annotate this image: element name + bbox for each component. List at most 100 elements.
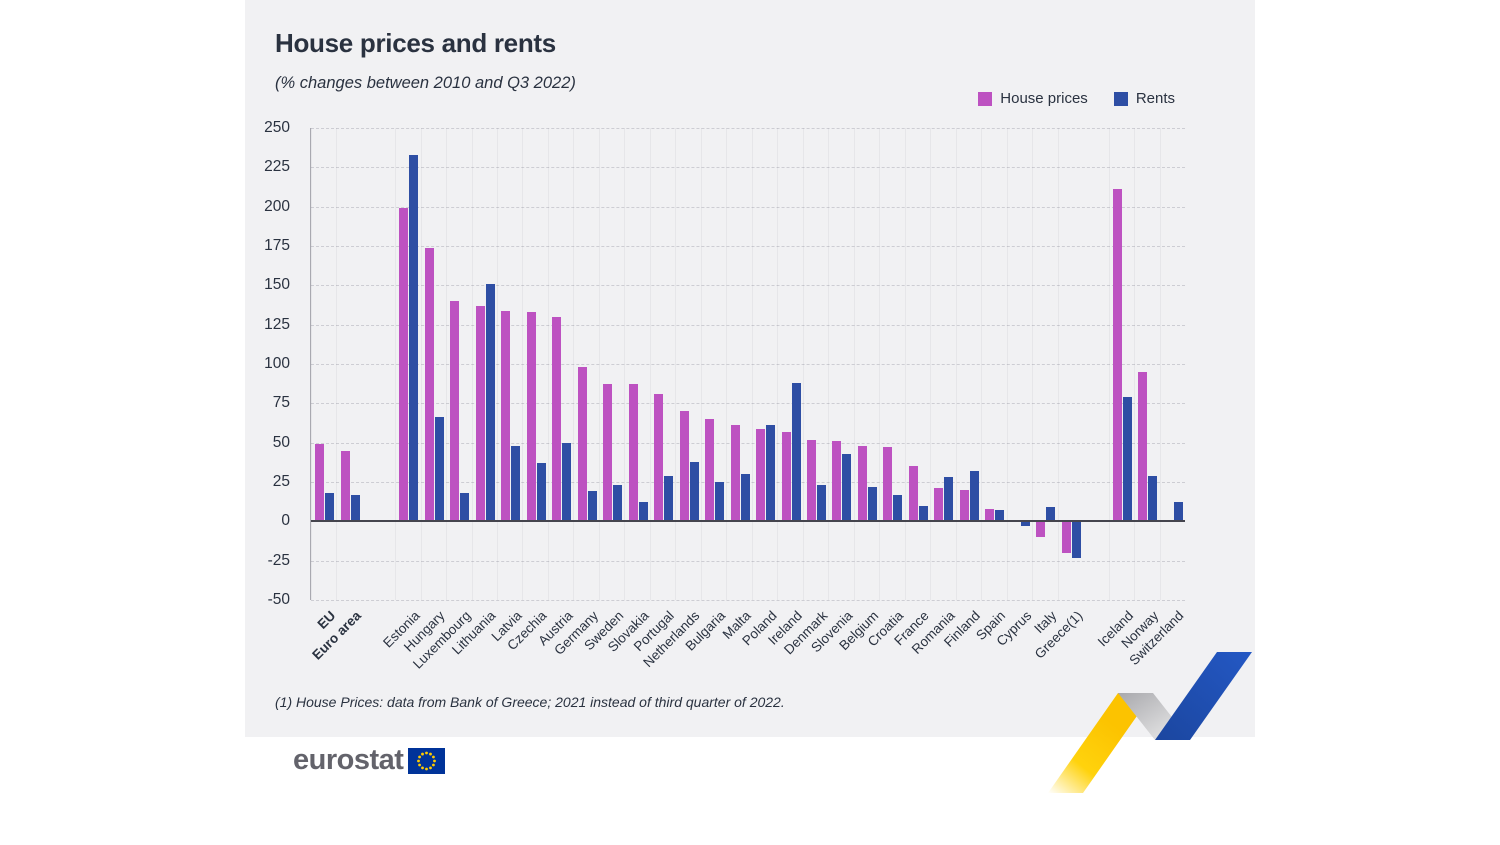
bar-rents-italy xyxy=(1046,507,1056,522)
chart-panel: House prices and rents (% changes betwee… xyxy=(245,0,1255,737)
y-tick-label-50: 50 xyxy=(272,433,290,451)
bar-rents-switzerland xyxy=(1173,502,1183,522)
gridline-200 xyxy=(311,206,1185,208)
gridline-100 xyxy=(311,364,1185,365)
bar-group-ireland xyxy=(777,128,802,600)
bar-rents-poland xyxy=(766,425,776,522)
bar-group-estonia xyxy=(395,128,420,600)
bar-house-prices-belgium xyxy=(857,445,867,522)
gridline-75 xyxy=(311,403,1185,405)
y-tick-label-100: 100 xyxy=(264,355,290,372)
bar-group-austria xyxy=(547,128,573,600)
bar-group-eu xyxy=(311,128,336,600)
gridline-125 xyxy=(311,324,1185,326)
bar-house-prices-netherlands xyxy=(679,411,689,522)
bar-house-prices-hungary xyxy=(424,247,434,522)
bar-group-croatia xyxy=(879,128,904,600)
bar-group-romania xyxy=(930,128,955,600)
bar-rents-netherlands xyxy=(689,461,699,522)
bar-group-sweden xyxy=(598,128,624,600)
gridline--25 xyxy=(311,560,1185,562)
bar-rents-spain xyxy=(995,510,1005,522)
eu-flag-icon xyxy=(408,747,446,774)
bar-group-latvia xyxy=(497,128,522,600)
bar-rents-lithuania xyxy=(485,283,495,522)
bar-rents-greece-1- xyxy=(1071,521,1081,558)
bar-group-slovakia xyxy=(624,128,649,600)
bar-group-portugal xyxy=(649,128,675,600)
gridline-175 xyxy=(311,246,1185,247)
bar-rents-ireland xyxy=(791,382,801,522)
bar-rents-belgium xyxy=(867,486,877,522)
gridline-250 xyxy=(311,128,1185,129)
bar-rents-latvia xyxy=(511,445,521,522)
bar-house-prices-finland xyxy=(959,489,969,522)
bar-rents-slovakia xyxy=(638,502,648,522)
bar-rents-estonia xyxy=(409,154,419,522)
bar-house-prices-malta xyxy=(730,425,740,522)
bar-rents-norway xyxy=(1148,475,1158,522)
bar-group-cyprus xyxy=(1006,128,1032,600)
bar-group-italy xyxy=(1032,128,1057,600)
bar-house-prices-czechia xyxy=(526,312,536,522)
y-tick-label-75: 75 xyxy=(272,394,290,412)
bar-rents-malta xyxy=(740,474,750,522)
eurostat-logo: eurostat xyxy=(293,744,446,777)
bar-rents-czechia xyxy=(536,463,546,522)
bar-house-prices-norway xyxy=(1138,371,1148,522)
bar-rents-portugal xyxy=(664,475,674,522)
bar-house-prices-ireland xyxy=(781,431,791,522)
bar-group-germany xyxy=(573,128,598,600)
bar-house-prices-poland xyxy=(756,428,766,522)
y-tick-label-200: 200 xyxy=(264,197,290,215)
bar-group-switzerland xyxy=(1159,128,1185,600)
bar-rents-cyprus xyxy=(1020,521,1030,527)
legend-item-1: Rents xyxy=(1113,90,1175,107)
bar-house-prices-austria xyxy=(552,316,562,522)
chart-subtitle: (% changes between 2010 and Q3 2022) xyxy=(275,74,576,92)
bar-rents-denmark xyxy=(817,485,827,522)
bar-rents-germany xyxy=(587,491,597,522)
chart-legend: House prices Rents xyxy=(978,90,1175,107)
legend-label: Rents xyxy=(1135,90,1175,107)
bar-group-spain xyxy=(981,128,1006,600)
bar-group-czechia xyxy=(522,128,547,600)
bar-group-greece-1- xyxy=(1057,128,1083,600)
y-tick-label-0: 0 xyxy=(281,512,290,530)
bar-house-prices-sweden xyxy=(603,384,613,522)
bar-house-prices-eu xyxy=(315,444,325,522)
bar-rents-finland xyxy=(969,470,979,522)
bar-house-prices-slovenia xyxy=(832,441,842,522)
eurostat-zigzag-decoration xyxy=(1048,652,1252,793)
bar-house-prices-portugal xyxy=(654,393,664,522)
bar-group-poland xyxy=(751,128,777,600)
bar-group-norway xyxy=(1134,128,1159,600)
legend-swatch-icon xyxy=(1113,91,1128,106)
legend-label: House prices xyxy=(1000,90,1088,107)
legend-swatch-icon xyxy=(978,91,993,106)
legend-item-0: House prices xyxy=(978,90,1088,107)
chart-title: House prices and rents xyxy=(275,28,556,58)
bar-rents-euro-area xyxy=(350,494,360,522)
eurostat-logo-text: eurostat xyxy=(293,744,404,776)
bar-rents-bulgaria xyxy=(715,482,725,522)
bar-group-france xyxy=(904,128,930,600)
bar-house-prices-lithuania xyxy=(475,305,485,522)
y-tick-label-225: 225 xyxy=(264,158,290,176)
bar-house-prices-luxembourg xyxy=(450,301,460,522)
bar-house-prices-germany xyxy=(577,367,587,522)
bar-rents-luxembourg xyxy=(460,493,470,522)
bar-group-slovenia xyxy=(828,128,853,600)
y-tick-label--50: -50 xyxy=(267,591,290,608)
y-tick-label--25: -25 xyxy=(267,551,290,569)
bar-group-lithuania xyxy=(471,128,497,600)
bar-house-prices-estonia xyxy=(399,208,409,522)
bar-house-prices-italy xyxy=(1036,521,1046,538)
gridline--50 xyxy=(311,600,1185,601)
y-tick-label-25: 25 xyxy=(272,473,290,490)
bar-group-iceland xyxy=(1108,128,1134,600)
bar-group-netherlands xyxy=(675,128,700,600)
bar-house-prices-romania xyxy=(934,488,944,522)
plot-wrap: 250 225 200 175 150 125 100 75 50 25 0 -25 -50 EU Eur… xyxy=(264,119,1187,672)
